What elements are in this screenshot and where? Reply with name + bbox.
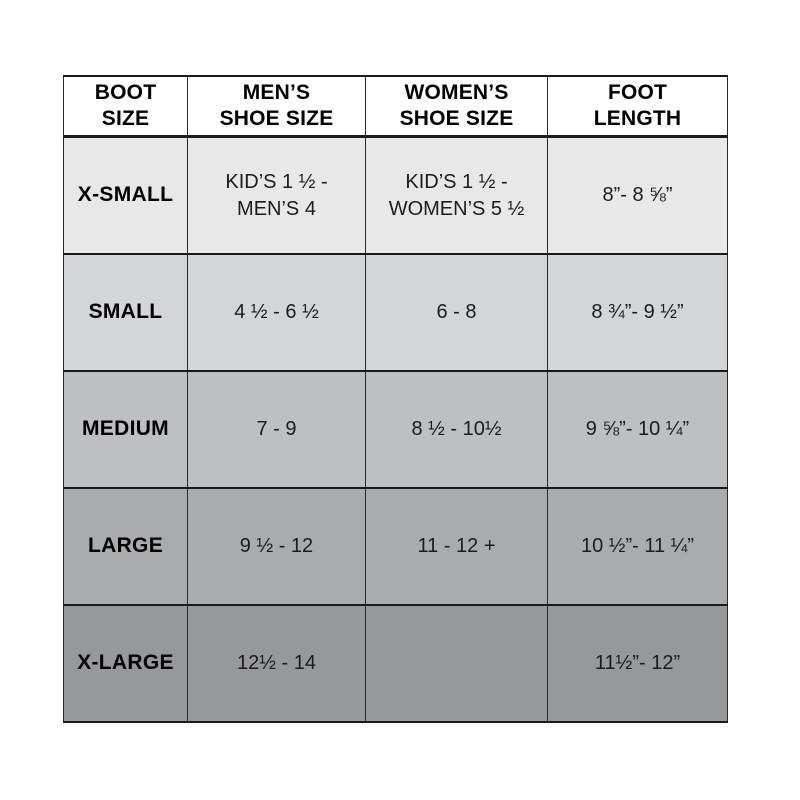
cell-womens-shoe-size: 6 - 8 <box>365 253 548 372</box>
cell-mens-shoe-size: 12½ - 14 <box>187 604 366 723</box>
column-header-boot-size: BOOT SIZE <box>63 75 188 138</box>
cell-foot-length: 9 ⅝”- 10 ¼” <box>547 370 728 489</box>
column-header-foot-length: FOOT LENGTH <box>547 75 728 138</box>
table-row-medium: MEDIUM 7 - 9 8 ½ - 10½ 9 ⅝”- 10 ¼” <box>63 370 728 489</box>
cell-foot-length: 8 ¾”- 9 ½” <box>547 253 728 372</box>
table-row-x-small: X-SMALL KID’S 1 ½ - MEN’S 4 KID’S 1 ½ - … <box>63 135 728 255</box>
row-label-boot-size: SMALL <box>63 253 188 372</box>
column-header-womens-shoe-size: WOMEN’S SHOE SIZE <box>365 75 548 138</box>
cell-mens-shoe-size: 9 ½ - 12 <box>187 487 366 606</box>
column-header-mens-shoe-size: MEN’S SHOE SIZE <box>187 75 366 138</box>
cell-mens-shoe-size: 4 ½ - 6 ½ <box>187 253 366 372</box>
row-label-boot-size: X-LARGE <box>63 604 188 723</box>
row-label-boot-size: LARGE <box>63 487 188 606</box>
table-row-x-large: X-LARGE 12½ - 14 11½”- 12” <box>63 604 728 723</box>
cell-foot-length: 11½”- 12” <box>547 604 728 723</box>
cell-foot-length: 10 ½”- 11 ¼” <box>547 487 728 606</box>
table-body: X-SMALL KID’S 1 ½ - MEN’S 4 KID’S 1 ½ - … <box>63 135 728 723</box>
cell-womens-shoe-size <box>365 604 548 723</box>
table-row-small: SMALL 4 ½ - 6 ½ 6 - 8 8 ¾”- 9 ½” <box>63 253 728 372</box>
cell-foot-length: 8”- 8 ⅝” <box>547 135 728 255</box>
header-row: BOOT SIZE MEN’S SHOE SIZE WOMEN’S SHOE S… <box>63 75 728 138</box>
cell-mens-shoe-size: 7 - 9 <box>187 370 366 489</box>
cell-womens-shoe-size: 8 ½ - 10½ <box>365 370 548 489</box>
cell-womens-shoe-size: 11 - 12 + <box>365 487 548 606</box>
row-label-boot-size: MEDIUM <box>63 370 188 489</box>
boot-size-chart-table: BOOT SIZE MEN’S SHOE SIZE WOMEN’S SHOE S… <box>63 75 728 723</box>
cell-mens-shoe-size: KID’S 1 ½ - MEN’S 4 <box>187 135 366 255</box>
cell-womens-shoe-size: KID’S 1 ½ - WOMEN’S 5 ½ <box>365 135 548 255</box>
table-header: BOOT SIZE MEN’S SHOE SIZE WOMEN’S SHOE S… <box>63 75 728 138</box>
table-row-large: LARGE 9 ½ - 12 11 - 12 + 10 ½”- 11 ¼” <box>63 487 728 606</box>
row-label-boot-size: X-SMALL <box>63 135 188 255</box>
